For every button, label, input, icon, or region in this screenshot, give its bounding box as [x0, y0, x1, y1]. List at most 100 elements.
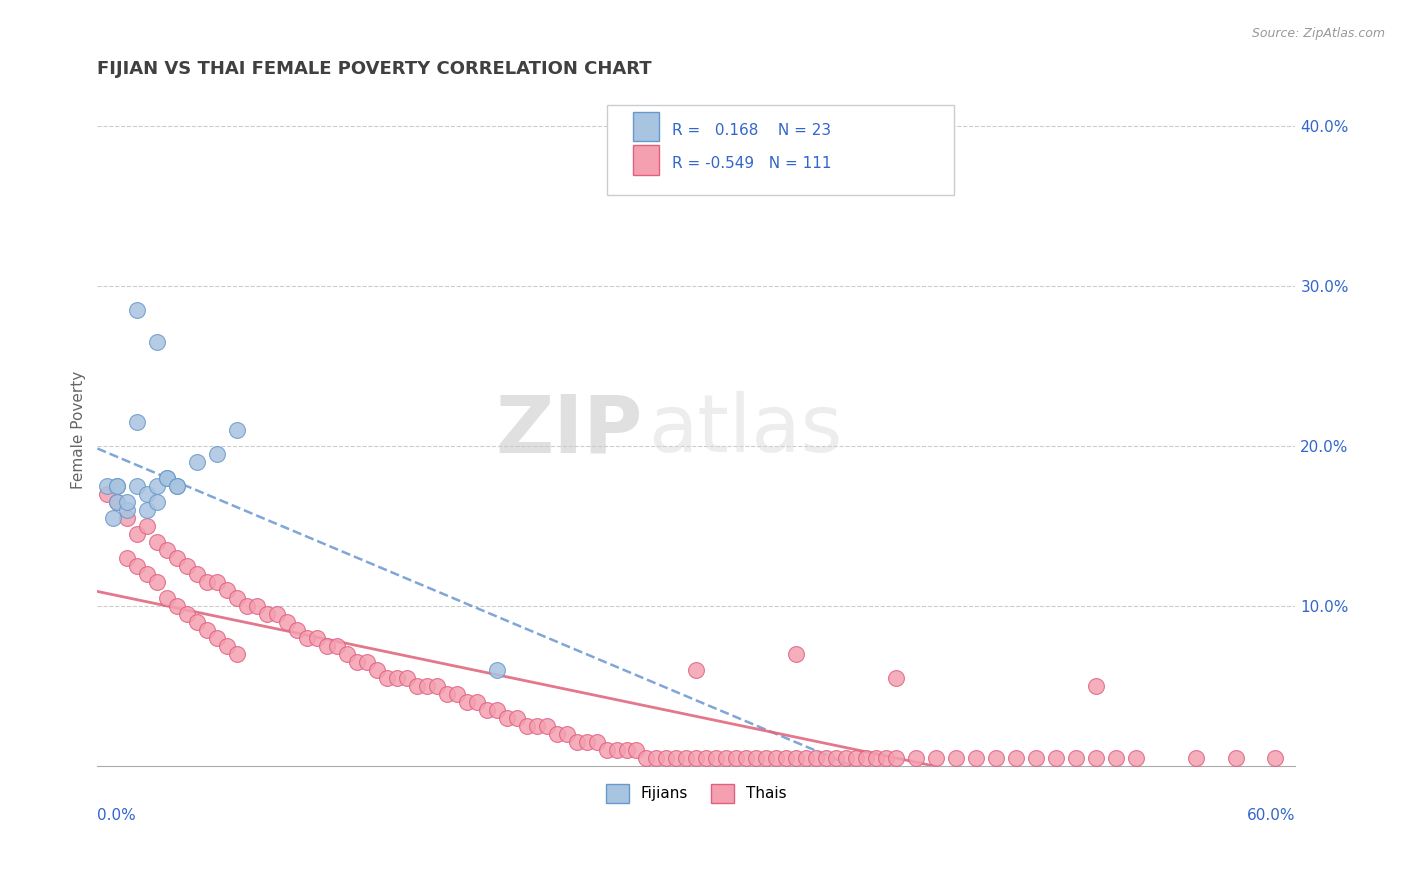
Point — [536, 719, 558, 733]
Point — [166, 479, 188, 493]
Point — [855, 751, 877, 765]
Text: 60.0%: 60.0% — [1247, 807, 1295, 822]
Point — [176, 559, 198, 574]
Point — [1005, 751, 1028, 765]
Point — [217, 639, 239, 653]
Point — [405, 679, 427, 693]
Point — [195, 623, 218, 637]
Point — [606, 743, 628, 757]
Point — [156, 471, 179, 485]
Point — [305, 631, 328, 645]
Point — [575, 735, 598, 749]
Point — [346, 655, 368, 669]
Point — [716, 751, 738, 765]
Legend: Fijians, Thais: Fijians, Thais — [600, 778, 793, 809]
Point — [276, 615, 298, 629]
Point — [945, 751, 967, 765]
Point — [366, 663, 388, 677]
Point — [156, 471, 179, 485]
Point — [205, 447, 228, 461]
Point — [136, 487, 159, 501]
Point — [825, 751, 848, 765]
Point — [745, 751, 768, 765]
Point — [186, 567, 208, 582]
Point — [765, 751, 787, 765]
Point — [984, 751, 1007, 765]
Point — [806, 751, 828, 765]
Point — [316, 639, 339, 653]
Text: R = -0.549   N = 111: R = -0.549 N = 111 — [672, 156, 832, 171]
Point — [127, 479, 149, 493]
Point — [356, 655, 378, 669]
Point — [105, 495, 128, 509]
Point — [1125, 751, 1147, 765]
Point — [685, 751, 707, 765]
Point — [117, 495, 139, 509]
Point — [446, 687, 468, 701]
Point — [884, 751, 907, 765]
FancyBboxPatch shape — [606, 104, 955, 195]
Point — [775, 751, 797, 765]
Point — [585, 735, 607, 749]
Point — [456, 695, 478, 709]
Point — [925, 751, 948, 765]
Point — [136, 503, 159, 517]
Point — [117, 511, 139, 525]
Text: FIJIAN VS THAI FEMALE POVERTY CORRELATION CHART: FIJIAN VS THAI FEMALE POVERTY CORRELATIO… — [97, 60, 652, 78]
Point — [295, 631, 318, 645]
Point — [385, 671, 408, 685]
Point — [595, 743, 617, 757]
Point — [246, 599, 269, 613]
Point — [546, 727, 568, 741]
Point — [136, 567, 159, 582]
Point — [616, 743, 638, 757]
Text: atlas: atlas — [648, 392, 842, 469]
Text: 0.0%: 0.0% — [97, 807, 136, 822]
Point — [266, 607, 288, 621]
Point — [166, 551, 188, 566]
Point — [226, 591, 249, 605]
Point — [485, 703, 508, 717]
Point — [326, 639, 349, 653]
Point — [217, 583, 239, 598]
Y-axis label: Female Poverty: Female Poverty — [72, 371, 86, 490]
Point — [495, 711, 517, 725]
Point — [205, 575, 228, 590]
Point — [436, 687, 458, 701]
Point — [1184, 751, 1206, 765]
Point — [884, 671, 907, 685]
Point — [785, 751, 807, 765]
Point — [475, 703, 498, 717]
Text: ZIP: ZIP — [495, 392, 643, 469]
Point — [1045, 751, 1067, 765]
Point — [176, 607, 198, 621]
Point — [465, 695, 488, 709]
FancyBboxPatch shape — [633, 112, 659, 142]
Point — [256, 607, 278, 621]
Point — [505, 711, 527, 725]
Point — [1064, 751, 1087, 765]
Point — [236, 599, 259, 613]
Point — [136, 519, 159, 533]
Point — [1084, 679, 1107, 693]
Point — [375, 671, 398, 685]
Point — [205, 631, 228, 645]
Point — [186, 455, 208, 469]
Point — [186, 615, 208, 629]
Point — [195, 575, 218, 590]
Point — [146, 479, 169, 493]
Point — [875, 751, 897, 765]
Point — [127, 303, 149, 318]
Point — [117, 551, 139, 566]
Point — [1264, 751, 1286, 765]
Point — [645, 751, 668, 765]
Point — [655, 751, 678, 765]
Point — [516, 719, 538, 733]
Point — [1105, 751, 1128, 765]
Point — [905, 751, 928, 765]
Point — [426, 679, 449, 693]
Point — [103, 511, 125, 525]
Point — [105, 495, 128, 509]
Point — [735, 751, 758, 765]
Point — [146, 495, 169, 509]
